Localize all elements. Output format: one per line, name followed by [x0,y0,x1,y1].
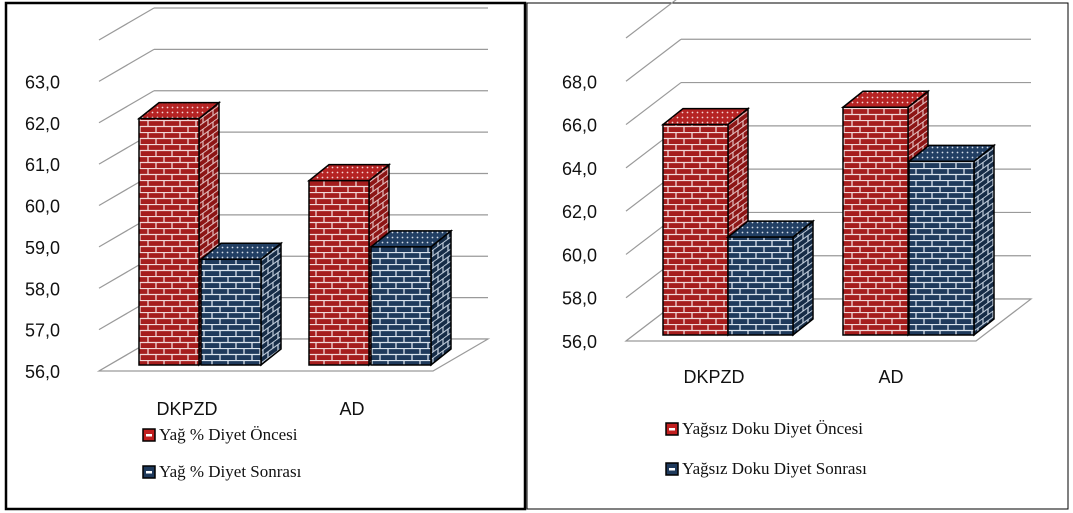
y-tick-label: 60,0 [562,245,597,265]
grid-diagonal [98,90,155,124]
bar-front [842,106,909,336]
legend-label: Yağsız Doku Diyet Sonrası [682,459,867,478]
y-tick-label: 62,0 [562,202,597,222]
legend: Yağsız Doku Diyet Öncesi Yağsız Doku Diye… [665,419,867,478]
bar-front [370,246,432,366]
y-tick-label: 66,0 [562,116,597,136]
chart-fat-percent: 56,0 57,0 58,0 59,0 60,0 61,0 62,0 63,0 DKPZD AD Y… [25,7,491,481]
y-tick-label: 62,0 [25,114,60,134]
legend-item: Yağsız Doku Diyet Öncesi [665,419,863,438]
chart-lean-mass: 56,0 58,0 60,0 62,0 64,0 66,0 68,0 DKPZD AD Yağsı… [562,0,1033,478]
bar-after-ad [906,143,997,337]
bar-before-dkpzd [660,107,751,337]
grid-diagonal [98,48,155,82]
grid-diagonal [625,0,677,39]
legend-swatch-mark [669,428,675,431]
legend-item: Yağsız Doku Diyet Sonrası [665,459,867,478]
bar-side [260,241,282,367]
bar-side [792,219,814,337]
y-tick-label: 58,0 [562,289,597,309]
grid-diagonal [625,82,682,126]
y-tick-label: 56,0 [562,332,597,352]
bar-front [138,117,200,366]
y-tick-label: 58,0 [25,279,60,299]
bar-side [430,229,452,367]
y-axis: 56,0 58,0 60,0 62,0 64,0 66,0 68,0 [562,72,597,352]
bar-front [200,258,262,366]
bar-after-ad [368,229,454,367]
y-tick-label: 68,0 [562,72,597,92]
bar-front [308,179,370,366]
category-label: AD [339,399,364,419]
grid-diagonal [98,7,155,41]
bar-front [662,123,729,336]
legend-label: Yağ % Diyet Öncesi [159,425,298,444]
bar-after-dkpzd [198,241,284,367]
legend-swatch-mark [146,471,152,474]
y-tick-label: 63,0 [25,72,60,92]
bar-front [727,236,794,336]
bar-after-dkpzd [725,219,816,337]
y-axis: 56,0 57,0 58,0 59,0 60,0 61,0 62,0 63,0 [25,72,60,382]
y-tick-label: 57,0 [25,321,60,341]
legend-item: Yağ % Diyet Sonrası [142,462,302,481]
y-tick-label: 56,0 [25,362,60,382]
category-label: DKPZD [683,367,744,387]
y-tick-label: 60,0 [25,197,60,217]
y-tick-label: 61,0 [25,155,60,175]
y-tick-label: 64,0 [562,159,597,179]
legend-swatch-mark [146,434,152,437]
category-label: AD [878,367,903,387]
bar-side [973,143,995,337]
legend-label: Yağ % Diyet Sonrası [159,462,302,481]
grid-diagonal [625,38,682,82]
legend-label: Yağsız Doku Diyet Öncesi [682,419,863,438]
y-tick-label: 59,0 [25,238,60,258]
bar-front [908,160,975,336]
category-label: DKPZD [156,399,217,419]
legend-item: Yağ % Diyet Öncesi [142,425,298,444]
legend-swatch-mark [669,468,675,471]
legend: Yağ % Diyet Öncesi Yağ % Diyet Sonrası [142,425,302,481]
